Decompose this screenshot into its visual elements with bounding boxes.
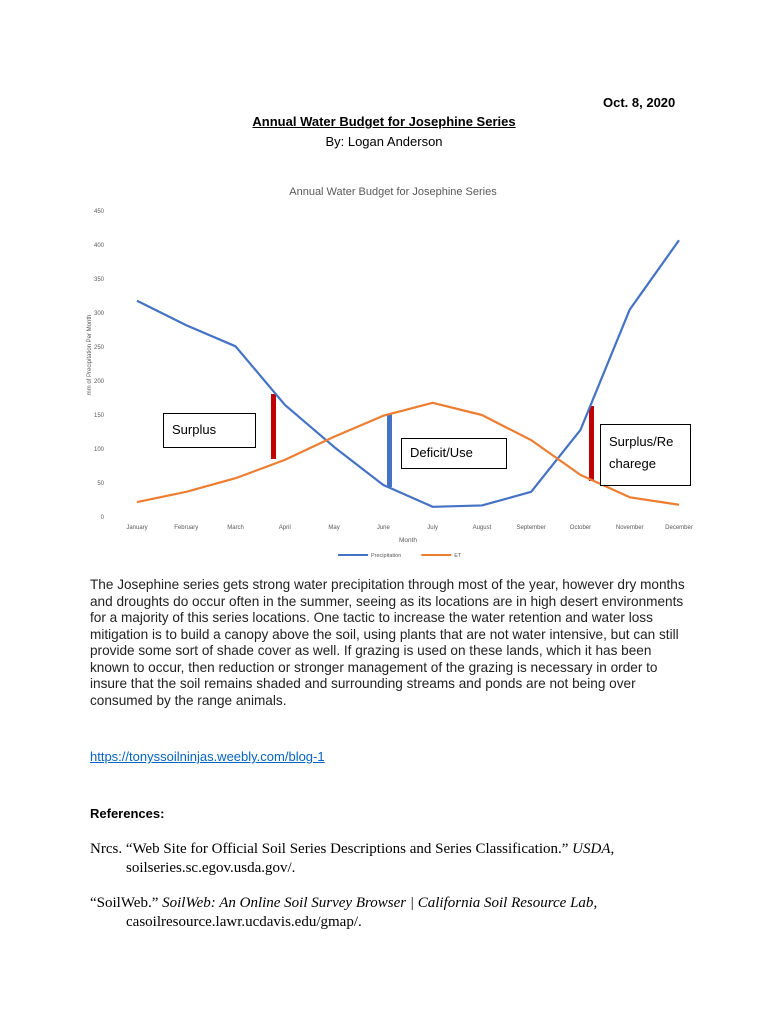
y-tick-label: 150 <box>94 413 105 419</box>
x-axis-label: Month <box>399 537 417 544</box>
reference-text: Nrcs. “Web Site for Official Soil Series… <box>90 841 573 857</box>
y-tick-label: 50 <box>97 481 104 487</box>
x-tick-label: January <box>126 525 147 531</box>
annotation: Surplus <box>163 413 256 448</box>
date: Oct. 8, 2020 <box>603 95 676 110</box>
y-tick-label: 200 <box>94 379 105 385</box>
y-tick-label: 0 <box>101 515 105 521</box>
recharge-marker <box>589 406 594 481</box>
x-tick-label: December <box>665 525 693 531</box>
reference-text: “SoilWeb.” <box>90 895 163 911</box>
annotation: Deficit/Use <box>401 438 507 469</box>
reference-text: , casoilresource.lawr.ucdavis.edu/gmap/. <box>126 895 598 930</box>
x-tick-label: April <box>279 525 291 531</box>
x-tick-label: May <box>328 525 339 531</box>
y-tick-label: 100 <box>94 447 105 453</box>
reference-source: SoilWeb: An Online Soil Survey Browser |… <box>162 895 594 911</box>
legend-label: Precipitation <box>371 553 401 559</box>
annotation: Surplus/Re charege <box>600 424 691 486</box>
link[interactable]: https://tonyssoilninjas.weebly.com/blog-… <box>90 749 325 764</box>
series-line <box>136 239 680 508</box>
x-tick-label: July <box>427 525 438 531</box>
legend-label: ET <box>454 553 462 559</box>
x-tick-label: October <box>570 525 591 531</box>
y-axis-label: mm of Precipitation Per Month <box>87 315 93 396</box>
x-tick-label: February <box>174 525 198 531</box>
reference-text: , soilseries.sc.egov.usda.gov/. <box>126 841 615 876</box>
x-tick-label: November <box>616 525 644 531</box>
x-tick-label: June <box>377 525 391 531</box>
x-tick-label: September <box>517 525 546 531</box>
y-tick-label: 450 <box>94 209 105 215</box>
y-tick-label: 350 <box>94 277 105 283</box>
surplus-marker <box>271 394 276 459</box>
paragraph: The Josephine series gets strong water p… <box>90 577 685 708</box>
reference: “SoilWeb.” SoilWeb: An Online Soil Surve… <box>90 894 686 932</box>
x-tick-label: March <box>227 525 244 531</box>
x-tick-label: August <box>473 525 492 531</box>
series-line <box>136 401 680 506</box>
reference-source: USDA <box>572 841 611 857</box>
reference: Nrcs. “Web Site for Official Soil Series… <box>90 840 686 878</box>
chart: Annual Water Budget for Josephine Series… <box>87 186 693 559</box>
y-tick-label: 300 <box>94 311 105 317</box>
y-tick-label: 400 <box>94 243 105 249</box>
byline: By: Logan Anderson <box>325 134 443 149</box>
y-tick-label: 250 <box>94 345 105 351</box>
references-heading: References: <box>90 806 165 821</box>
chart-title: Annual Water Budget for Josephine Series <box>289 186 497 198</box>
deficit-marker <box>387 414 392 487</box>
doc-title: Annual Water Budget for Josephine Series <box>252 114 516 129</box>
